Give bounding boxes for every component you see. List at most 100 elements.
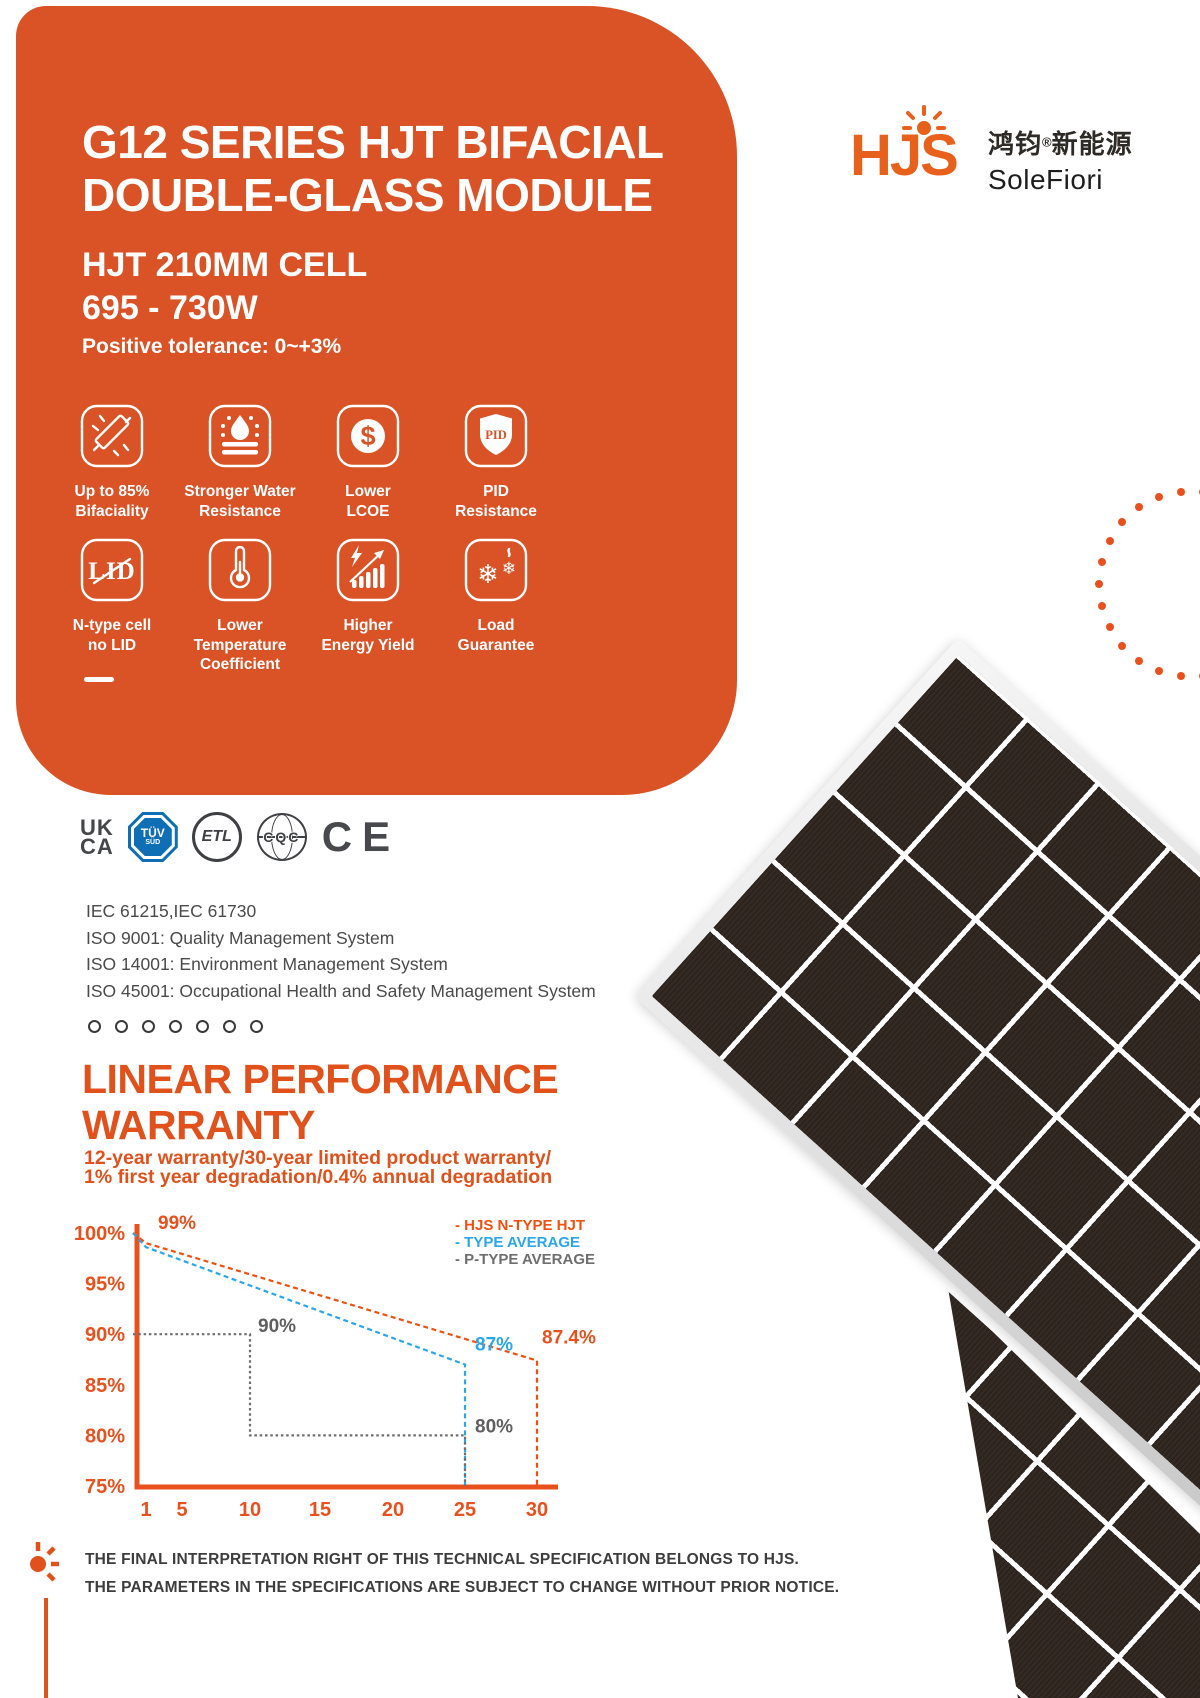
tolerance-note: Positive tolerance: 0~+3% — [82, 335, 342, 358]
x-tick-label: 30 — [526, 1499, 548, 1521]
feature-load-guarantee: ❄ ❄ Load Guarantee — [432, 538, 560, 675]
svg-text:$: $ — [360, 421, 375, 451]
standards-line: IEC 61215,IEC 61730 — [86, 901, 257, 921]
y-tick-label: 85% — [85, 1375, 125, 1397]
annotation-label: 90% — [258, 1316, 296, 1337]
dot-marker — [142, 1020, 155, 1033]
feature-lower-lcoe: $ Lower LCOE — [304, 404, 432, 521]
annotation-label: 87.4% — [542, 1328, 596, 1349]
decoration-dot — [1118, 641, 1127, 650]
footer-sun-icon — [22, 1534, 68, 1597]
annotation-label: 80% — [475, 1416, 513, 1437]
logo-names: 鸿钧®新能源 SoleFiori — [988, 124, 1133, 196]
logo-cn-suffix: 新能源 — [1051, 129, 1133, 159]
logo-wordmark: HJS — [850, 123, 959, 188]
x-tick-label: 25 — [454, 1499, 476, 1521]
feature-bifaciality: Up to 85% Bifaciality — [48, 404, 176, 521]
feature-energy-yield: Higher Energy Yield — [304, 538, 432, 675]
hero-blob: G12 SERIES HJT BIFACIAL DOUBLE-GLASS MOD… — [16, 6, 737, 795]
footer-vertical-line — [44, 1598, 48, 1698]
disclaimer-line: THE PARAMETERS IN THE SPECIFICATIONS ARE… — [85, 1579, 840, 1596]
tuv-sub-label: SÜD — [145, 839, 161, 846]
dollar-circle-icon: $ — [336, 404, 400, 473]
legend-item: - TYPE AVERAGE — [455, 1234, 581, 1251]
decoration-dot — [1118, 518, 1127, 527]
legend-item: - HJS N-TYPE HJT — [455, 1217, 586, 1234]
standards-line: ISO 9001: Quality Management System — [86, 927, 395, 948]
logo-en-name: SoleFiori — [988, 164, 1103, 195]
series--p-type-average — [133, 1333, 467, 1486]
cell-spec: HJT 210MM CELL 695 - 730W — [82, 246, 368, 327]
series--type-average — [132, 1232, 467, 1486]
decoration-dot — [1155, 493, 1164, 502]
dot-marker — [250, 1020, 263, 1033]
x-tick-label: 10 — [239, 1499, 261, 1521]
rising-bars-arrow-icon — [336, 538, 400, 607]
dot-marker — [169, 1020, 182, 1033]
feature-no-lid: LID N-type cell no LID — [48, 538, 176, 675]
decoration-dot — [1095, 580, 1103, 588]
feature-label: Up to 85% Bifaciality — [74, 483, 150, 520]
decoration-dot — [1097, 557, 1106, 566]
decoration-dot — [1105, 623, 1114, 632]
dots-row — [88, 1020, 263, 1033]
cqc-globe-equator — [258, 836, 305, 838]
standards-line: ISO 14001: Environment Management System — [86, 954, 448, 974]
logo-sunburst-icon — [902, 102, 946, 141]
x-tick-label: 15 — [309, 1499, 331, 1521]
snowflakes-icon: ❄ ❄ — [464, 538, 528, 607]
feature-label: Lower LCOE — [345, 483, 391, 520]
logo-cn-name: 鸿钧 — [988, 129, 1043, 159]
brand-logo: HJS 鸿钧®新能源 SoleFiori — [850, 102, 1180, 206]
warranty-subtitle: 12-year warranty/30-year limited product… — [84, 1147, 553, 1188]
y-tick-label: 90% — [85, 1324, 125, 1346]
dot-marker — [115, 1020, 128, 1033]
y-tick-label: 95% — [85, 1274, 125, 1296]
thermometer-icon — [208, 538, 272, 607]
standards-line: ISO 45001: Occupational Health and Safet… — [86, 980, 596, 1001]
svg-text:PID: PID — [485, 428, 507, 442]
legend-item: - P-TYPE AVERAGE — [455, 1251, 596, 1268]
feature-grid: Up to 85% Bifaciality Stronger Water Res… — [48, 404, 560, 692]
decoration-dot — [1135, 656, 1144, 665]
feature-pid-resistance: PID PID Resistance — [432, 404, 560, 521]
tuv-sud-badge: TÜV SÜD — [127, 812, 178, 862]
tuv-octagon-center: TÜV SÜD — [133, 818, 172, 856]
dot-marker — [223, 1020, 236, 1033]
svg-text:❄: ❄ — [477, 560, 499, 590]
disclaimer-line: THE FINAL INTERPRETATION RIGHT OF THIS T… — [85, 1551, 799, 1568]
registered-mark: ® — [1042, 134, 1052, 150]
feature-label: PID Resistance — [455, 483, 537, 520]
hero-dash — [84, 677, 114, 682]
x-tick-label: 20 — [382, 1499, 404, 1521]
water-drop-layers-icon — [208, 404, 272, 473]
warranty-degradation-chart: 100%95%90%85%80%75%1 5 10 15 20 25 3099%90%87%… — [74, 1213, 596, 1521]
page-title: G12 SERIES HJT BIFACIAL DOUBLE-GLASS MOD… — [82, 116, 664, 221]
decoration-dot — [1155, 666, 1164, 675]
annotation-label: 87% — [475, 1335, 513, 1356]
dot-marker — [196, 1020, 209, 1033]
feature-label: Higher Energy Yield — [321, 617, 415, 654]
decoration-dot — [1105, 536, 1114, 545]
feature-label: Lower Temperature Coefficient — [193, 617, 287, 673]
etl-badge: ETL — [191, 812, 242, 862]
y-tick-label: 100% — [74, 1223, 125, 1245]
y-tick-label: 75% — [85, 1476, 125, 1498]
warranty-heading: LINEAR PERFORMANCE WARRANTY — [82, 1056, 559, 1148]
feature-label: Load Guarantee — [457, 617, 535, 654]
y-tick-label: 80% — [85, 1425, 125, 1447]
x-tick-label: 5 — [176, 1499, 187, 1521]
series--hjs-n-type-hjt — [132, 1232, 539, 1486]
ce-mark: CE — [321, 813, 401, 860]
decoration-dot — [1097, 602, 1106, 611]
decoration-dot — [1176, 487, 1185, 496]
tilted-bifacial-panel-icon — [80, 404, 144, 473]
dot-marker — [88, 1020, 101, 1033]
feature-water-resistance: Stronger Water Resistance — [176, 404, 304, 521]
certification-row: UK CA TÜV SÜD ETL CQC CE — [80, 812, 400, 862]
decoration-dot — [1176, 672, 1185, 681]
lid-crossed-icon: LID — [80, 538, 144, 607]
cqc-label: CQC — [263, 829, 301, 845]
